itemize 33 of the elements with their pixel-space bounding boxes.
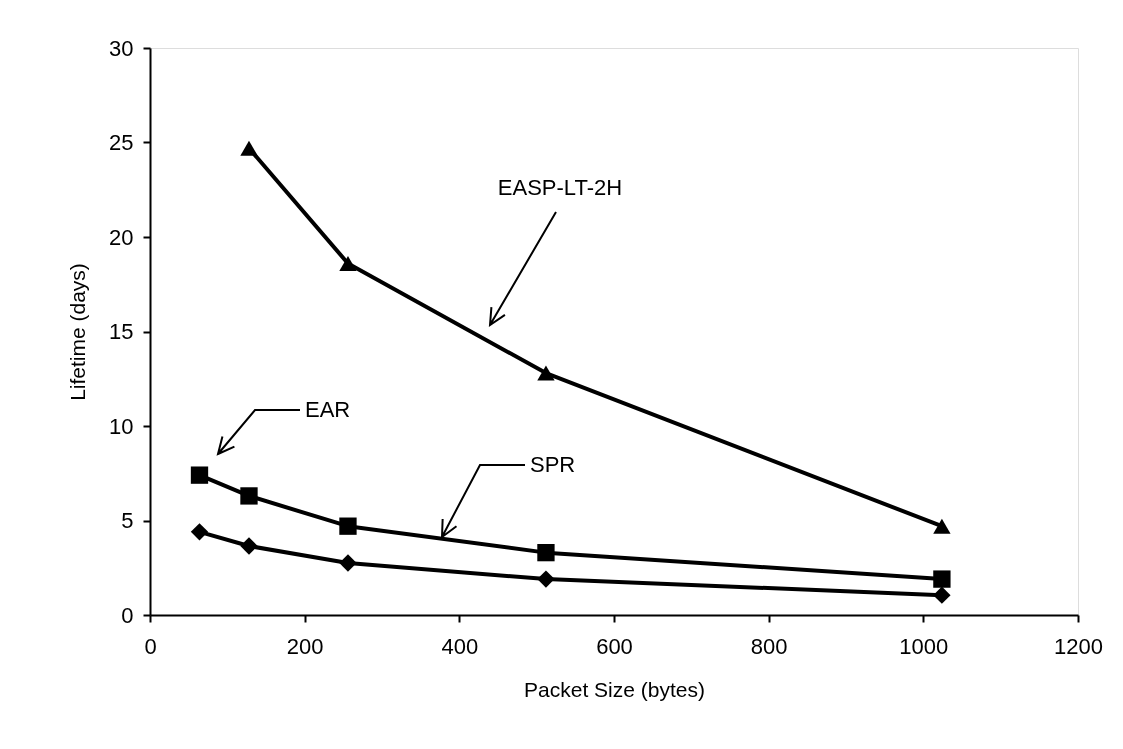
point: [537, 570, 555, 588]
point: [537, 365, 555, 381]
x-tick-label: 200: [286, 633, 324, 659]
y-tick-label: 25: [109, 130, 134, 155]
annotation: SPR: [530, 452, 576, 477]
point: [240, 140, 258, 156]
y-tick-label: 15: [109, 319, 134, 344]
y-tick-label: 30: [109, 35, 134, 61]
x-tick-label: 400: [441, 633, 479, 659]
annotation: EASP-LT-2H: [497, 175, 623, 200]
x-tick-label: 1000: [899, 633, 949, 659]
point: [537, 543, 555, 562]
point: [933, 570, 951, 588]
x-tick-label: 1200: [1054, 633, 1103, 659]
x-axis-title: Packet Size (bytes): [524, 677, 705, 701]
x-tick-label: 800: [750, 633, 788, 659]
point: [933, 586, 951, 604]
y-tick-label: 5: [121, 508, 134, 533]
point: [190, 466, 209, 484]
point: [190, 523, 209, 541]
point: [339, 255, 357, 271]
point: [240, 537, 258, 555]
x-tick-label: 600: [596, 633, 633, 659]
annotation: EAR: [305, 397, 351, 422]
y-tick-label: 10: [109, 413, 134, 439]
point: [339, 554, 357, 572]
y-axis-title: Lifetime (days): [66, 263, 90, 401]
point: [339, 517, 357, 535]
y-tick-label: 20: [109, 224, 134, 250]
point: [240, 487, 258, 505]
x-tick-label: 0: [144, 633, 157, 659]
point: [933, 518, 951, 534]
y-tick-label: 0: [121, 602, 134, 628]
